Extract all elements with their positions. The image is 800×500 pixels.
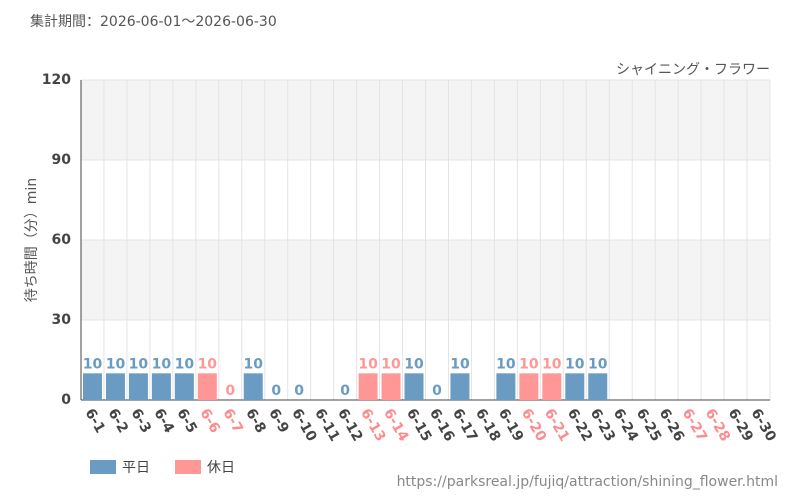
value-label: 10 <box>106 356 126 372</box>
bar <box>358 373 378 400</box>
legend-swatch <box>175 460 201 474</box>
x-tick-label: 6-8 <box>242 406 269 436</box>
bar <box>197 373 217 400</box>
value-label: 0 <box>225 383 235 399</box>
value-label: 10 <box>129 356 149 372</box>
bar <box>496 373 516 400</box>
y-tick-label: 30 <box>52 312 72 328</box>
bar <box>450 373 470 400</box>
bar <box>519 373 539 400</box>
source-url: https://parksreal.jp/fujiq/attraction/sh… <box>397 474 778 490</box>
value-label: 10 <box>542 356 562 372</box>
x-tick-label: 6-3 <box>127 406 154 436</box>
value-label: 10 <box>588 356 608 372</box>
value-label: 10 <box>565 356 585 372</box>
bar <box>174 373 194 400</box>
value-label: 0 <box>340 383 350 399</box>
value-label: 10 <box>175 356 195 372</box>
legend-label: 平日 <box>122 460 150 476</box>
bar <box>128 373 148 400</box>
value-label: 10 <box>83 356 103 372</box>
x-tick-label: 6-2 <box>105 406 132 436</box>
chart-title: 集計期間：2026-06-01～2026-06-30 <box>30 13 277 30</box>
value-label: 10 <box>152 356 172 372</box>
x-tick-label: 6-4 <box>150 406 177 436</box>
bar <box>588 373 608 400</box>
value-label: 0 <box>271 383 281 399</box>
bar <box>105 373 125 400</box>
x-tick-label: 6-6 <box>196 406 223 436</box>
bar <box>404 373 424 400</box>
value-label: 10 <box>381 356 401 372</box>
legend-swatch <box>90 460 116 474</box>
annotation: シャイニング・フラワー <box>616 62 770 78</box>
y-tick-label: 120 <box>42 72 71 88</box>
y-tick-label: 60 <box>52 232 72 248</box>
value-label: 10 <box>244 356 264 372</box>
legend-label: 休日 <box>207 460 235 476</box>
bar <box>542 373 562 400</box>
bar <box>243 373 263 400</box>
bar <box>381 373 401 400</box>
value-label: 10 <box>519 356 539 372</box>
bar <box>151 373 171 400</box>
x-tick-label: 6-5 <box>173 406 200 436</box>
y-tick-label: 0 <box>61 392 71 408</box>
x-tick-label: 6-1 <box>82 406 109 436</box>
value-label: 10 <box>358 356 378 372</box>
x-tick-label: 6-7 <box>219 406 246 436</box>
value-label: 0 <box>432 383 442 399</box>
x-tick-label: 6-9 <box>265 406 292 436</box>
y-tick-label: 90 <box>52 152 72 168</box>
value-label: 10 <box>496 356 516 372</box>
value-label: 10 <box>450 356 470 372</box>
y-axis-label: 待ち時間（分）min <box>24 178 40 302</box>
value-label: 10 <box>198 356 218 372</box>
value-label: 0 <box>294 383 304 399</box>
bar <box>565 373 585 400</box>
value-label: 10 <box>404 356 424 372</box>
bar <box>82 373 102 400</box>
x-tick-label: 6-30 <box>748 406 780 445</box>
